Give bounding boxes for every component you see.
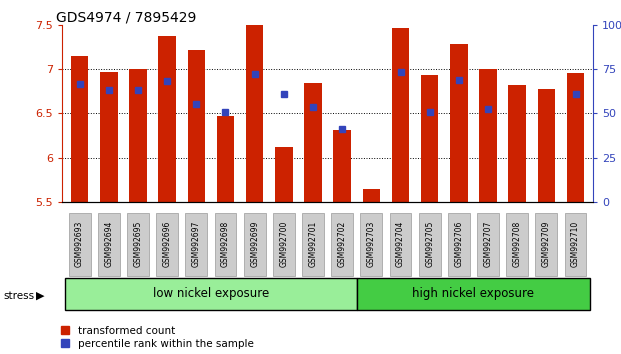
FancyBboxPatch shape bbox=[506, 213, 528, 276]
Text: GSM992708: GSM992708 bbox=[513, 221, 522, 267]
Bar bbox=[333, 130, 351, 202]
FancyBboxPatch shape bbox=[356, 278, 590, 310]
FancyBboxPatch shape bbox=[535, 213, 557, 276]
Text: GSM992709: GSM992709 bbox=[542, 221, 551, 267]
FancyBboxPatch shape bbox=[389, 213, 412, 276]
Bar bbox=[158, 36, 176, 202]
Text: GSM992701: GSM992701 bbox=[309, 221, 317, 267]
FancyBboxPatch shape bbox=[419, 213, 441, 276]
Bar bbox=[129, 69, 147, 202]
Text: stress: stress bbox=[3, 291, 34, 301]
Legend: transformed count, percentile rank within the sample: transformed count, percentile rank withi… bbox=[61, 326, 253, 349]
Text: ▶: ▶ bbox=[36, 291, 45, 301]
Bar bbox=[304, 83, 322, 202]
FancyBboxPatch shape bbox=[331, 213, 353, 276]
Bar bbox=[479, 69, 497, 202]
FancyBboxPatch shape bbox=[564, 213, 586, 276]
Text: GSM992693: GSM992693 bbox=[75, 221, 84, 267]
Bar bbox=[188, 50, 205, 202]
FancyBboxPatch shape bbox=[477, 213, 499, 276]
Text: GSM992710: GSM992710 bbox=[571, 221, 580, 267]
Text: GSM992699: GSM992699 bbox=[250, 221, 259, 267]
FancyBboxPatch shape bbox=[302, 213, 324, 276]
Text: high nickel exposure: high nickel exposure bbox=[412, 287, 535, 300]
Text: GSM992694: GSM992694 bbox=[104, 221, 113, 267]
Bar bbox=[567, 74, 584, 202]
Bar bbox=[217, 116, 234, 202]
Text: GSM992703: GSM992703 bbox=[367, 221, 376, 267]
FancyBboxPatch shape bbox=[127, 213, 149, 276]
FancyBboxPatch shape bbox=[273, 213, 295, 276]
Text: GSM992705: GSM992705 bbox=[425, 221, 434, 267]
Bar bbox=[246, 25, 263, 202]
FancyBboxPatch shape bbox=[98, 213, 120, 276]
FancyBboxPatch shape bbox=[185, 213, 207, 276]
Text: GSM992695: GSM992695 bbox=[134, 221, 142, 267]
Bar bbox=[71, 56, 88, 202]
Text: GSM992707: GSM992707 bbox=[484, 221, 492, 267]
Text: GSM992700: GSM992700 bbox=[279, 221, 288, 267]
FancyBboxPatch shape bbox=[448, 213, 470, 276]
FancyBboxPatch shape bbox=[65, 278, 356, 310]
FancyBboxPatch shape bbox=[156, 213, 178, 276]
FancyBboxPatch shape bbox=[69, 213, 91, 276]
Bar bbox=[538, 88, 555, 202]
Bar bbox=[509, 85, 526, 202]
Text: low nickel exposure: low nickel exposure bbox=[153, 287, 269, 300]
FancyBboxPatch shape bbox=[360, 213, 383, 276]
Bar bbox=[450, 44, 468, 202]
FancyBboxPatch shape bbox=[243, 213, 266, 276]
Text: GDS4974 / 7895429: GDS4974 / 7895429 bbox=[56, 11, 196, 25]
FancyBboxPatch shape bbox=[214, 213, 237, 276]
Bar bbox=[275, 147, 292, 202]
Bar bbox=[100, 72, 117, 202]
Bar bbox=[421, 75, 438, 202]
Bar bbox=[363, 188, 380, 202]
Text: GSM992698: GSM992698 bbox=[221, 221, 230, 267]
Text: GSM992702: GSM992702 bbox=[338, 221, 347, 267]
Text: GSM992704: GSM992704 bbox=[396, 221, 405, 267]
Text: GSM992706: GSM992706 bbox=[455, 221, 463, 267]
Text: GSM992697: GSM992697 bbox=[192, 221, 201, 267]
Bar bbox=[392, 28, 409, 202]
Text: GSM992696: GSM992696 bbox=[163, 221, 171, 267]
